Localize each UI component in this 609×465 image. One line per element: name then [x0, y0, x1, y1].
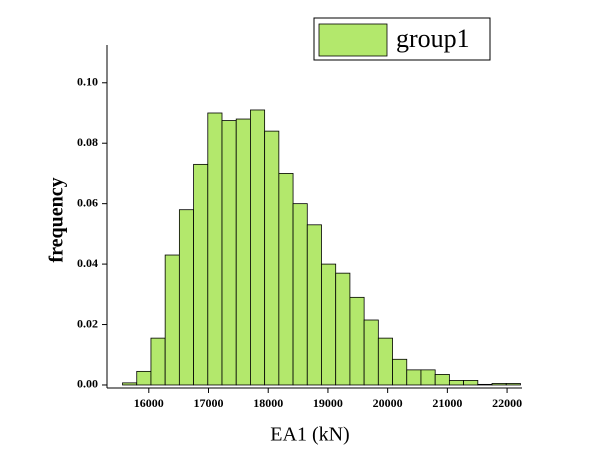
bar	[321, 263, 337, 386]
bar	[150, 337, 166, 386]
legend-swatch	[318, 23, 388, 57]
bar	[221, 120, 237, 386]
legend-label: group1	[396, 24, 470, 53]
bar	[349, 296, 365, 386]
y-tick-label: 0.00	[77, 377, 98, 391]
bar	[392, 358, 408, 386]
bar	[292, 203, 308, 386]
bar	[448, 380, 465, 386]
bar	[250, 109, 266, 386]
bar	[491, 383, 507, 386]
bar	[477, 383, 493, 386]
bar	[306, 224, 322, 386]
bar	[377, 337, 393, 386]
bar	[164, 254, 180, 386]
y-tick-label: 0.02	[77, 316, 98, 330]
bar	[434, 374, 450, 386]
y-tick-label: 0.08	[77, 135, 98, 149]
x-tick-label: 19000	[313, 396, 343, 410]
bar	[122, 382, 138, 386]
bar	[363, 319, 379, 386]
bar	[193, 163, 209, 386]
bar	[207, 112, 223, 386]
bar	[420, 369, 436, 386]
x-tick-label: 16000	[134, 396, 164, 410]
x-tick-label: 18000	[253, 396, 283, 410]
y-axis-label: frequency	[46, 177, 68, 262]
y-tick-label: 0.10	[77, 75, 98, 89]
bar	[136, 370, 152, 386]
bar	[178, 209, 194, 386]
x-axis-label: EA1 (kN)	[270, 424, 349, 446]
bar	[463, 380, 479, 386]
x-tick-label: 21000	[432, 396, 462, 410]
bar	[235, 118, 251, 386]
y-tick-label: 0.06	[77, 195, 98, 209]
bar	[264, 130, 280, 386]
bar	[505, 383, 521, 386]
x-tick-label: 20000	[373, 396, 403, 410]
y-tick-label: 0.04	[77, 256, 98, 270]
x-tick-label: 17000	[194, 396, 224, 410]
bar	[278, 173, 294, 386]
bar	[335, 272, 351, 386]
x-tick-label: 22000	[492, 396, 522, 410]
bar	[406, 369, 422, 386]
